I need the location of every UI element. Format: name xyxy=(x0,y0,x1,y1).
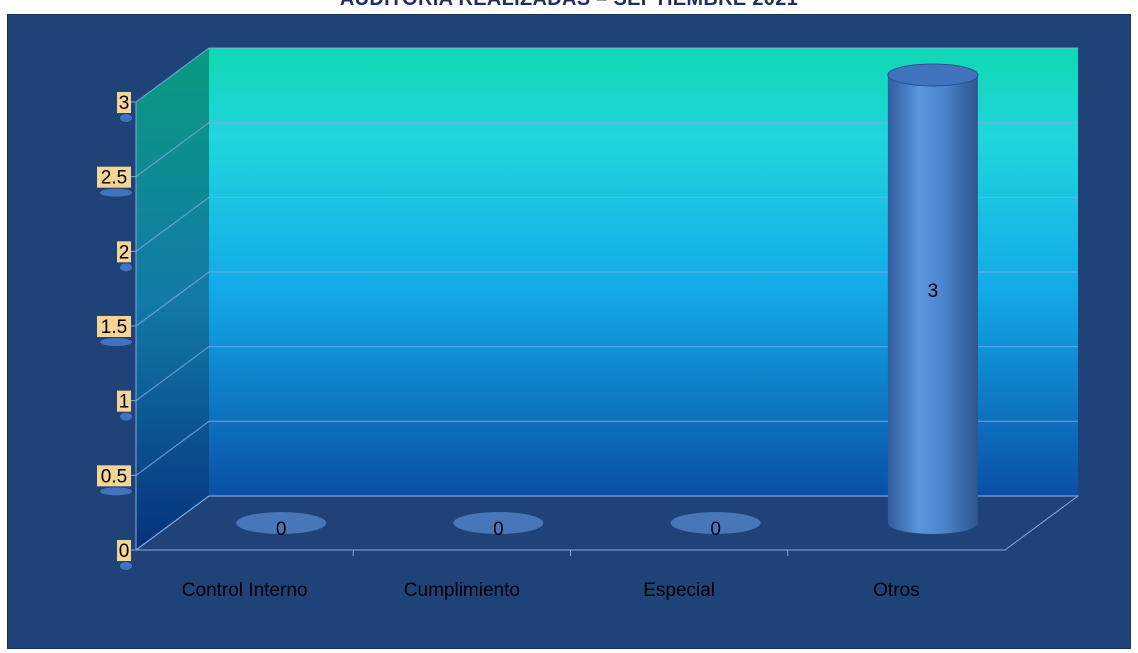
y-tick-label-bg xyxy=(117,92,131,113)
gridline xyxy=(135,47,1078,103)
y-tick-text: 0 xyxy=(119,541,130,562)
y-tick-label: 2.5 xyxy=(97,166,132,197)
y-tick-label-bg xyxy=(117,540,131,561)
y-tick-text: 1.5 xyxy=(101,317,127,338)
y-tick-label-bg xyxy=(117,390,131,412)
y-tick-text: 0.5 xyxy=(101,466,127,487)
chart-title: AUDITORIA REALIZADAS – SEPTIEMBRE 2021 xyxy=(0,0,1138,11)
bar-base xyxy=(236,512,327,534)
y-tick-label-shadow xyxy=(100,188,132,197)
gridline xyxy=(135,420,1078,476)
y-tick-text: 2 xyxy=(119,242,130,263)
x-category-label: Control Interno xyxy=(182,580,308,601)
x-category-label: Especial xyxy=(643,580,715,601)
y-tick-label-shadow xyxy=(120,114,132,122)
x-category-label: Otros xyxy=(873,580,919,601)
y-tick-label-bg xyxy=(117,241,131,263)
y-tick-label: 1.5 xyxy=(97,316,132,346)
y-tick-label-shadow xyxy=(120,412,132,421)
y-tick-text: 3 xyxy=(119,93,130,114)
y-tick-label-bg xyxy=(97,166,131,188)
bar-base xyxy=(453,512,544,534)
data-label: 3 xyxy=(928,281,939,302)
bar: 3 xyxy=(887,63,979,534)
bar-body xyxy=(887,75,978,534)
x-category-label: Cumplimiento xyxy=(404,580,520,601)
gridline xyxy=(135,346,1078,402)
y-tick-label-bg xyxy=(97,316,131,337)
bar-top xyxy=(887,63,979,87)
y-tick-label-shadow xyxy=(120,263,132,272)
y-tick-label: 3 xyxy=(117,92,132,122)
y-tick-label: 1 xyxy=(117,390,132,421)
bar: 0 xyxy=(670,512,761,540)
y-tick-text: 2.5 xyxy=(101,168,127,189)
y-tick-label-bg xyxy=(97,465,131,487)
y-tick-text: 1 xyxy=(119,392,130,413)
gridline xyxy=(135,271,1078,327)
bar: 0 xyxy=(453,512,544,540)
y-tick-label-shadow xyxy=(100,487,132,496)
y-tick-label-shadow xyxy=(100,338,132,346)
data-label: 0 xyxy=(276,519,287,540)
bar-base xyxy=(670,512,761,534)
data-label: 0 xyxy=(493,519,504,540)
y-tick-label: 0 xyxy=(117,540,132,570)
y-tick-label: 2 xyxy=(117,241,132,272)
y-tick-label: 0.5 xyxy=(97,465,132,496)
bar: 0 xyxy=(236,512,327,540)
y-tick-label-shadow xyxy=(120,562,132,570)
gridline xyxy=(135,495,1078,551)
gridline xyxy=(135,122,1078,178)
gridline xyxy=(135,196,1078,252)
data-label: 0 xyxy=(710,519,721,540)
